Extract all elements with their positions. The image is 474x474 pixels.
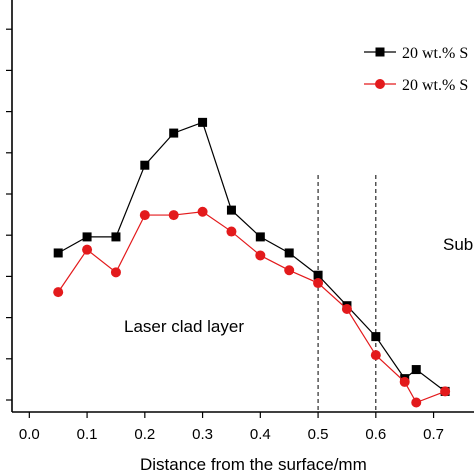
- x-axis-title: Distance from the surface/mm: [140, 455, 367, 474]
- data-point-circle: [370, 350, 381, 361]
- data-point-square: [371, 332, 381, 342]
- data-point-square: [284, 248, 294, 258]
- annotation-substrate: Sub: [443, 235, 473, 254]
- y-ticks: [6, 28, 12, 401]
- x-tick-label: 0.1: [77, 426, 98, 443]
- data-point-square: [198, 117, 208, 127]
- data-point-square: [140, 160, 150, 170]
- legend-marker-square: [375, 47, 385, 57]
- data-point-circle: [82, 244, 93, 255]
- data-point-square: [169, 128, 179, 138]
- x-tick-label: 0.3: [192, 426, 213, 443]
- data-point-square: [255, 232, 265, 242]
- data-point-circle: [226, 226, 237, 237]
- data-point-circle: [440, 386, 451, 397]
- legend-label-2: 20 wt.% S: [402, 77, 468, 94]
- data-point-square: [313, 270, 323, 280]
- series-layer: [53, 117, 451, 408]
- data-point-circle: [411, 397, 422, 408]
- x-tick-label: 0.6: [365, 426, 386, 443]
- x-tick-label: 0.0: [19, 426, 40, 443]
- x-tick-label: 0.7: [423, 426, 444, 443]
- data-point-circle: [168, 210, 179, 221]
- x-tick-label: 0.2: [134, 426, 155, 443]
- boundary-lines: [317, 175, 377, 412]
- x-ticks: 0.0 0.1 0.2 0.3 0.4 0.5 0.6 0.7: [19, 412, 444, 443]
- annotation-laser-clad-layer: Laser clad layer: [124, 317, 244, 336]
- x-tick-label: 0.5: [308, 426, 329, 443]
- data-point-square: [226, 205, 236, 215]
- data-point-circle: [53, 287, 64, 298]
- legend: 20 wt.% S 20 wt.% S: [364, 45, 468, 94]
- data-point-circle: [284, 265, 295, 276]
- x-tick-label: 0.4: [250, 426, 271, 443]
- legend-marker-circle: [375, 79, 385, 89]
- data-point-square: [53, 248, 63, 258]
- legend-label-1: 20 wt.% S: [402, 45, 468, 62]
- series-line-1: [57, 121, 446, 392]
- data-point-square: [111, 232, 121, 242]
- data-point-square: [411, 365, 421, 375]
- data-point-circle: [197, 206, 208, 217]
- data-point-circle: [399, 376, 410, 387]
- data-point-circle: [139, 210, 150, 221]
- data-point-circle: [313, 278, 324, 289]
- data-point-square: [82, 232, 92, 242]
- data-point-circle: [110, 267, 121, 278]
- data-point-circle: [255, 250, 266, 261]
- data-point-circle: [341, 304, 352, 314]
